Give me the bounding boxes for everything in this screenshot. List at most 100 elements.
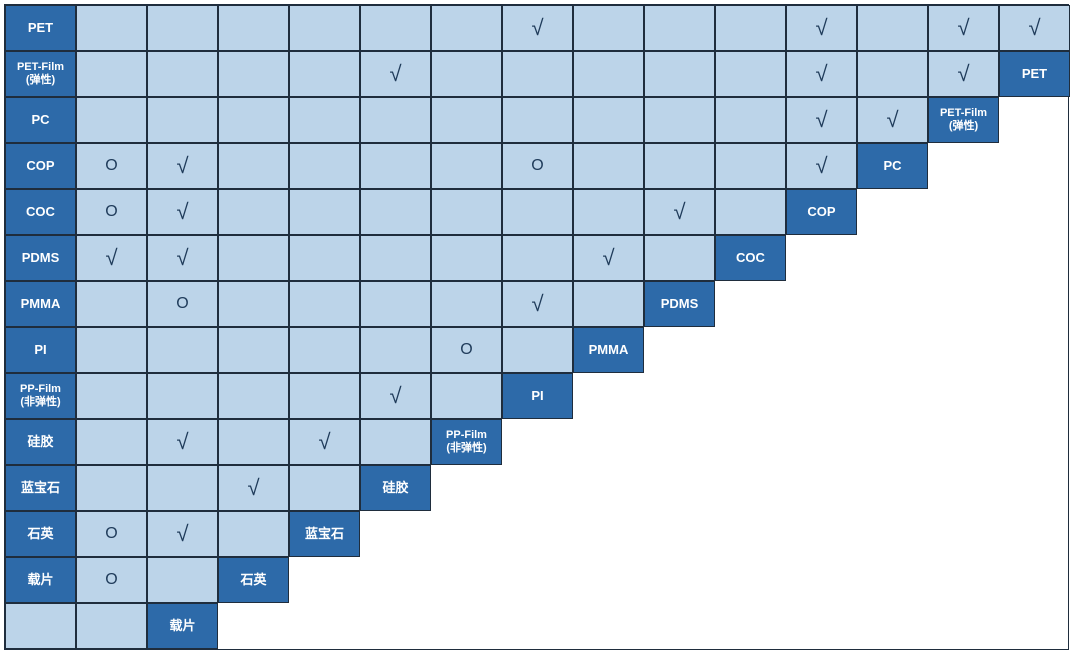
matrix-cell — [502, 327, 573, 373]
blank-cell — [573, 419, 644, 465]
matrix-cell — [502, 235, 573, 281]
matrix-cell — [76, 51, 147, 97]
blank-cell — [928, 281, 999, 327]
blank-cell — [502, 511, 573, 557]
matrix-cell: √ — [360, 373, 431, 419]
matrix-cell — [431, 373, 502, 419]
blank-cell — [573, 603, 644, 649]
blank-cell — [715, 419, 786, 465]
matrix-cell — [431, 189, 502, 235]
matrix-cell: O — [76, 143, 147, 189]
blank-cell — [999, 557, 1070, 603]
stair-header: PI — [502, 373, 573, 419]
blank-cell — [360, 557, 431, 603]
matrix-cell: O — [147, 281, 218, 327]
blank-cell — [573, 465, 644, 511]
row-header: COC — [5, 189, 76, 235]
matrix-cell — [715, 97, 786, 143]
blank-cell — [999, 143, 1070, 189]
blank-cell — [928, 511, 999, 557]
matrix-cell — [573, 5, 644, 51]
row-header: 硅胶 — [5, 419, 76, 465]
blank-cell — [786, 419, 857, 465]
matrix-cell — [360, 189, 431, 235]
blank-cell — [715, 327, 786, 373]
matrix-cell — [76, 373, 147, 419]
blank-cell — [644, 603, 715, 649]
matrix-cell — [431, 97, 502, 143]
matrix-cell — [715, 189, 786, 235]
compatibility-matrix: PET√√√√PET-Film(弹性)√√√PETPC√√PET-Film(弹性… — [4, 4, 1069, 650]
stair-header: PET-Film(弹性) — [928, 97, 999, 143]
blank-cell — [999, 189, 1070, 235]
blank-cell — [644, 557, 715, 603]
blank-cell — [928, 557, 999, 603]
matrix-cell — [502, 97, 573, 143]
matrix-cell — [218, 281, 289, 327]
stair-header: COP — [786, 189, 857, 235]
matrix-cell — [76, 5, 147, 51]
row-header: 蓝宝石 — [5, 465, 76, 511]
blank-cell — [857, 603, 928, 649]
blank-cell — [573, 511, 644, 557]
matrix-cell — [644, 235, 715, 281]
row-header: 石英 — [5, 511, 76, 557]
blank-cell — [360, 603, 431, 649]
matrix-cell: √ — [76, 235, 147, 281]
blank-cell — [786, 511, 857, 557]
blank-cell — [928, 143, 999, 189]
blank-cell — [999, 97, 1070, 143]
row-header: COP — [5, 143, 76, 189]
blank-cell — [644, 511, 715, 557]
blank-cell — [289, 557, 360, 603]
matrix-cell — [147, 5, 218, 51]
stair-header: 石英 — [218, 557, 289, 603]
matrix-cell: √ — [218, 465, 289, 511]
blank-cell — [644, 419, 715, 465]
blank-cell — [360, 511, 431, 557]
matrix-cell — [218, 143, 289, 189]
stair-header: PMMA — [573, 327, 644, 373]
matrix-cell — [360, 327, 431, 373]
matrix-cell — [431, 143, 502, 189]
matrix-cell — [502, 51, 573, 97]
blank-cell — [715, 603, 786, 649]
blank-cell — [786, 327, 857, 373]
matrix-cell — [289, 97, 360, 143]
blank-cell — [715, 373, 786, 419]
matrix-cell — [147, 465, 218, 511]
blank-cell — [573, 373, 644, 419]
blank-cell — [857, 327, 928, 373]
matrix-cell — [76, 465, 147, 511]
matrix-cell — [289, 465, 360, 511]
blank-cell — [786, 281, 857, 327]
blank-cell — [999, 419, 1070, 465]
matrix-cell — [573, 281, 644, 327]
matrix-cell — [5, 603, 76, 649]
blank-cell — [715, 511, 786, 557]
matrix-cell: √ — [786, 143, 857, 189]
matrix-cell — [715, 51, 786, 97]
matrix-cell — [360, 419, 431, 465]
matrix-cell — [218, 5, 289, 51]
blank-cell — [431, 465, 502, 511]
blank-cell — [431, 511, 502, 557]
matrix-cell — [147, 97, 218, 143]
stair-header: PET — [999, 51, 1070, 97]
matrix-cell: √ — [573, 235, 644, 281]
blank-cell — [218, 603, 289, 649]
matrix-cell: √ — [928, 51, 999, 97]
blank-cell — [715, 557, 786, 603]
matrix-cell — [218, 189, 289, 235]
blank-cell — [786, 373, 857, 419]
row-header: PDMS — [5, 235, 76, 281]
matrix-cell: √ — [928, 5, 999, 51]
blank-cell — [928, 603, 999, 649]
matrix-cell — [289, 143, 360, 189]
blank-cell — [857, 419, 928, 465]
matrix-cell — [289, 281, 360, 327]
matrix-cell — [573, 97, 644, 143]
stair-header: PDMS — [644, 281, 715, 327]
matrix-cell: √ — [147, 419, 218, 465]
stair-header: PP-Film(非弹性) — [431, 419, 502, 465]
